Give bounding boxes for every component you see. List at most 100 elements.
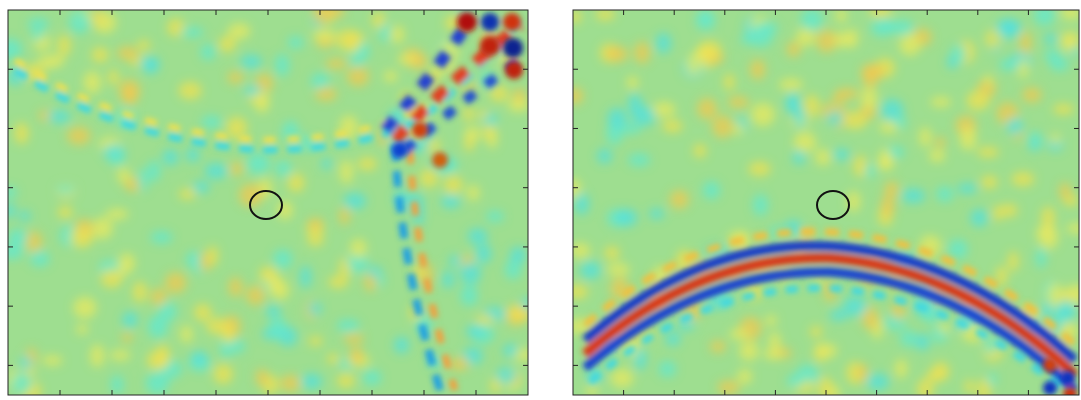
texture-blob xyxy=(265,304,281,318)
texture-blob xyxy=(998,59,1017,71)
texture-blob xyxy=(1041,300,1053,321)
texture-blob xyxy=(464,126,481,142)
texture-blob xyxy=(930,96,952,108)
texture-blob xyxy=(504,259,522,280)
texture-blob xyxy=(712,115,733,139)
texture-blob xyxy=(321,157,332,170)
texture-blob xyxy=(655,32,672,54)
texture-blob xyxy=(313,10,331,25)
texture-blob xyxy=(274,53,290,77)
texture-blob xyxy=(818,376,833,395)
texture-blob xyxy=(995,265,1008,287)
texture-blob xyxy=(339,207,350,226)
texture-blob xyxy=(449,357,470,371)
texture-blob xyxy=(698,40,722,59)
source-circle xyxy=(816,190,850,220)
texture-blob xyxy=(1007,250,1019,272)
texture-blob xyxy=(299,265,312,289)
texture-blob xyxy=(343,333,365,344)
texture-blob xyxy=(56,184,75,196)
texture-blob xyxy=(397,53,417,65)
texture-blob xyxy=(860,87,878,110)
texture-blob xyxy=(621,123,642,134)
texture-blob xyxy=(785,96,798,111)
texture-blob xyxy=(519,297,528,311)
texture-blob xyxy=(419,168,439,188)
texture-blob xyxy=(467,228,488,245)
texture-blob xyxy=(475,314,495,325)
texture-blob xyxy=(729,328,750,340)
texture-blob xyxy=(723,73,735,91)
texture-blob xyxy=(372,11,386,29)
texture-blob xyxy=(634,347,647,371)
texture-blob xyxy=(238,183,263,207)
texture-blob xyxy=(503,343,519,358)
texture-blob xyxy=(429,138,440,156)
texture-blob xyxy=(449,254,463,267)
texture-blob xyxy=(142,57,159,75)
texture-blob xyxy=(147,160,161,182)
texture-blob xyxy=(928,149,946,163)
texture-blob xyxy=(662,119,683,133)
texture-blob xyxy=(739,341,759,361)
ticks xyxy=(8,10,1079,395)
texture-blob xyxy=(162,149,179,166)
texture-blob xyxy=(325,58,348,70)
texture-blob xyxy=(702,181,721,200)
texture-blob xyxy=(970,208,988,227)
texture-blob xyxy=(934,137,947,148)
texture-blob xyxy=(727,96,750,109)
texture-blob xyxy=(1006,117,1024,136)
texture-blob xyxy=(794,107,806,129)
left-panel xyxy=(8,10,528,395)
texture-blob xyxy=(227,71,244,84)
texture-blob xyxy=(308,336,323,347)
texture-blob xyxy=(984,29,1002,49)
texture-blob xyxy=(121,332,133,343)
texture-blob xyxy=(178,188,196,200)
source-circle xyxy=(249,190,283,220)
texture-blob xyxy=(977,146,1000,158)
texture-blob xyxy=(966,90,990,111)
texture-blob xyxy=(1049,58,1069,72)
texture-blob xyxy=(815,148,831,166)
texture-blob xyxy=(346,66,370,87)
texture-blob xyxy=(846,28,859,49)
texture-blob xyxy=(254,91,270,114)
texture-blob xyxy=(167,18,185,37)
texture-blob xyxy=(118,252,136,274)
texture-blob xyxy=(137,168,149,193)
texture-blob xyxy=(1019,31,1032,55)
texture-blob xyxy=(669,190,689,209)
texture-blob xyxy=(959,126,977,151)
texture-blob xyxy=(980,175,998,189)
texture-blob xyxy=(900,329,916,347)
texture-blob xyxy=(765,315,777,327)
texture-blob xyxy=(190,351,208,365)
texture-blob xyxy=(226,116,248,140)
texture-blob xyxy=(483,114,498,127)
texture-blob xyxy=(964,379,975,394)
texture-blob xyxy=(1050,132,1061,145)
texture-blob xyxy=(228,277,243,298)
texture-blob xyxy=(984,336,998,355)
texture-blob xyxy=(18,210,31,221)
wavefront xyxy=(13,16,524,392)
texture-blob xyxy=(891,301,906,321)
texture-blob xyxy=(1056,299,1077,322)
texture-blob xyxy=(755,22,779,34)
texture-blob xyxy=(460,285,478,306)
texture-blob xyxy=(786,41,801,58)
texture-blob xyxy=(786,374,805,388)
texture-blob xyxy=(843,111,868,130)
texture-blob xyxy=(109,349,131,361)
texture-blob xyxy=(580,261,602,280)
texture-blob xyxy=(349,238,367,259)
texture-blob xyxy=(313,28,337,43)
texture-blob xyxy=(275,160,292,177)
texture-blob xyxy=(879,148,892,170)
texture-blob xyxy=(634,41,651,64)
texture-blob xyxy=(218,36,236,53)
texture-blob xyxy=(8,202,16,219)
